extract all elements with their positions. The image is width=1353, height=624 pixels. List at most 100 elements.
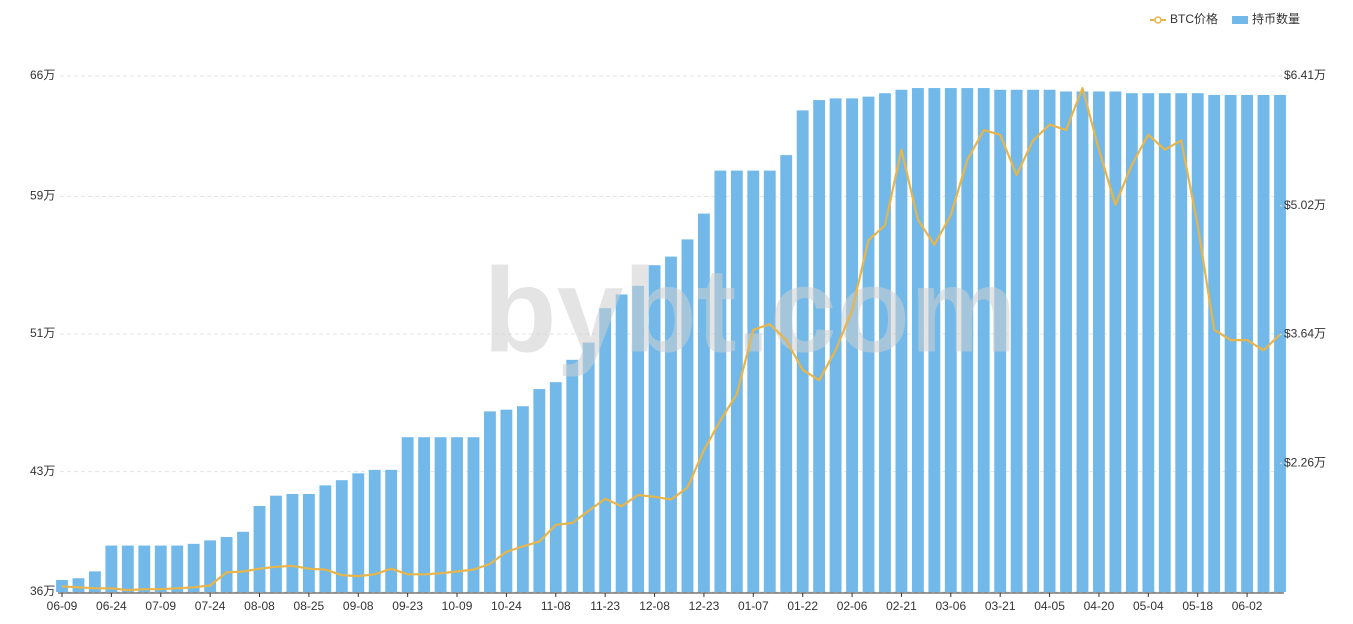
bar	[763, 170, 776, 592]
bar	[1027, 89, 1040, 592]
x-tick-label: 09-23	[392, 599, 423, 613]
bar	[1175, 93, 1188, 592]
x-tick-label: 02-06	[837, 599, 868, 613]
legend-label: 持币数量	[1252, 11, 1300, 26]
bar	[911, 88, 924, 592]
bar	[1142, 93, 1155, 592]
y2-tick-label: $5.02万	[1284, 198, 1326, 212]
x-tick-label: 11-23	[590, 599, 620, 613]
bar	[401, 437, 414, 592]
bar	[1158, 93, 1171, 592]
x-tick-label: 12-08	[639, 599, 670, 613]
bar	[418, 437, 431, 592]
bar	[1274, 94, 1286, 593]
bar	[747, 170, 760, 592]
bar	[484, 411, 496, 592]
x-tick-label: 08-08	[244, 599, 275, 613]
bar	[319, 485, 332, 592]
bar	[1191, 93, 1204, 592]
legend-swatch	[1154, 16, 1162, 24]
bar	[796, 110, 809, 593]
bar	[237, 531, 249, 592]
bar	[977, 88, 990, 592]
bar	[1224, 94, 1237, 593]
bar	[582, 342, 595, 592]
x-tick-label: 04-20	[1084, 599, 1115, 613]
x-tick-label: 03-06	[935, 599, 966, 613]
bar	[648, 265, 661, 592]
y-tick-label: 36万	[30, 584, 55, 598]
y-tick-label: 51万	[30, 326, 55, 340]
x-tick-label: 06-24	[96, 599, 127, 613]
x-tick-label: 05-18	[1182, 599, 1213, 613]
legend-swatch	[1232, 16, 1249, 24]
bars	[56, 88, 1286, 593]
bar	[862, 96, 875, 592]
y2-tick-label: $3.64万	[1284, 327, 1326, 341]
bar	[1060, 91, 1072, 592]
bar	[335, 480, 348, 592]
bar	[270, 495, 282, 592]
bar	[253, 506, 266, 592]
bar	[632, 285, 645, 592]
x-tick-label: 03-21	[985, 599, 1016, 613]
bar	[730, 170, 743, 592]
bar	[928, 88, 941, 592]
bar	[286, 493, 299, 592]
bar	[451, 437, 463, 592]
bar	[961, 88, 974, 592]
bar	[1241, 94, 1254, 593]
bar	[138, 545, 151, 592]
bar	[944, 88, 957, 592]
bar	[1010, 89, 1023, 592]
x-tick-label: 01-07	[738, 599, 769, 613]
x-tick-label: 02-21	[886, 599, 917, 613]
y-tick-label: 59万	[30, 189, 55, 203]
bar	[697, 213, 710, 592]
bar	[220, 536, 233, 592]
bar	[204, 540, 217, 592]
y2-tick-label: $6.41万	[1284, 68, 1326, 82]
y-tick-label: 43万	[30, 464, 55, 478]
bar	[352, 473, 365, 592]
y-tick-label: 66万	[30, 68, 55, 82]
bar	[1125, 93, 1138, 592]
bar	[615, 294, 628, 592]
x-tick-label: 08-25	[294, 599, 325, 613]
bar	[154, 545, 167, 592]
bar	[1093, 91, 1105, 592]
bar	[846, 98, 858, 593]
x-tick-label: 07-24	[195, 599, 226, 613]
bar	[1257, 94, 1270, 593]
bar	[1208, 94, 1221, 593]
bar	[171, 545, 184, 592]
x-tick-label: 12-23	[689, 599, 720, 613]
bar	[72, 578, 85, 592]
price-line	[61, 87, 1281, 592]
bar	[467, 437, 480, 592]
bar	[1043, 89, 1056, 592]
watermark: bybt.com	[483, 244, 1016, 378]
x-tick-label: 09-08	[343, 599, 374, 613]
x-tick-label: 04-05	[1034, 599, 1065, 613]
bar	[1109, 91, 1122, 592]
y2-tick-label: $2.26万	[1284, 455, 1326, 469]
bar	[105, 545, 118, 592]
bar	[500, 409, 513, 592]
bar	[56, 579, 68, 592]
bar	[302, 493, 315, 592]
x-tick-label: 10-09	[442, 599, 473, 613]
x-tick-label: 11-08	[541, 599, 571, 613]
bar	[121, 545, 134, 592]
bar	[549, 382, 562, 592]
bar	[385, 469, 398, 592]
x-tick-label: 05-04	[1133, 599, 1164, 613]
bar	[681, 239, 694, 592]
legend-label: BTC价格	[1170, 11, 1218, 26]
x-tick-label: 06-09	[47, 599, 78, 613]
bar	[533, 389, 546, 592]
x-tick-label: 01-22	[787, 599, 818, 613]
bar	[1076, 91, 1089, 592]
bar	[566, 359, 579, 592]
